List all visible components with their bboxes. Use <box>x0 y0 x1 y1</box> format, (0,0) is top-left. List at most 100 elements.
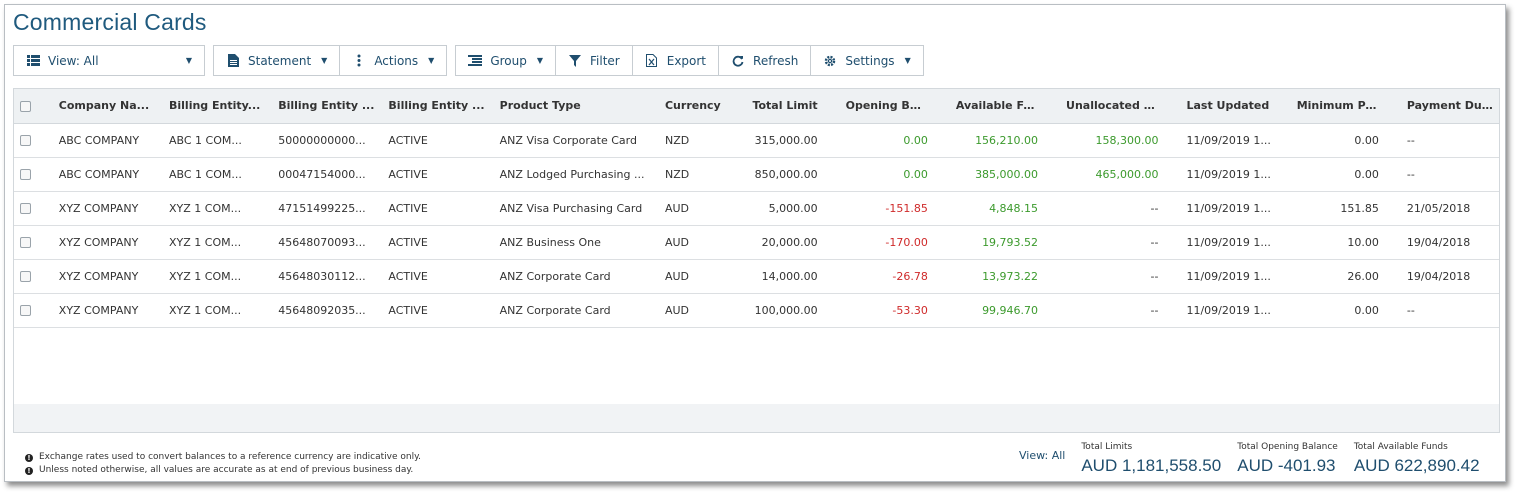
select-all-cell <box>14 89 53 124</box>
totals-summary: View: All Total Limits AUD 1,181,558.50 … <box>1019 442 1496 476</box>
column-header[interactable]: Available Fu... <box>949 89 1061 124</box>
table-cell: ANZ Visa Purchasing Card <box>499 201 643 215</box>
table-cell: ABC 1 COM... <box>169 133 242 147</box>
column-header[interactable]: Product Type <box>493 89 659 124</box>
table-cell: ABC COMPANY <box>58 167 140 181</box>
chevron-down-icon: ▼ <box>904 56 911 65</box>
row-checkbox[interactable] <box>20 135 31 146</box>
table-cell: XYZ 1 COM... <box>169 235 242 249</box>
table-cell: 99,946.70 <box>982 303 1039 317</box>
row-select-cell <box>14 225 53 259</box>
info-icon: ! <box>25 453 33 462</box>
table-cell: 50000000000... <box>278 133 366 147</box>
footnote: ! Exchange rates used to convert balance… <box>25 451 421 464</box>
table-cell: ACTIVE <box>388 235 428 249</box>
refresh-label: Refresh <box>753 53 799 68</box>
group-button[interactable]: Group ▼ <box>456 46 557 75</box>
statement-button[interactable]: Statement ▼ <box>214 46 341 75</box>
settings-button[interactable]: Settings ▼ <box>811 46 922 75</box>
table-cell: 465,000.00 <box>1095 167 1159 181</box>
table-cell: 10.00 <box>1347 235 1379 249</box>
table-row[interactable]: XYZ COMPANY XYZ 1 COM... 45648092035... … <box>14 293 1499 327</box>
column-header[interactable]: Billing Entity ... <box>272 89 383 124</box>
table-cell: ACTIVE <box>388 133 428 147</box>
table-cell: 0.00 <box>903 167 928 181</box>
table-cell: 26.00 <box>1347 269 1379 283</box>
more-vertical-icon <box>352 54 366 68</box>
table-cell: 0.00 <box>1354 167 1379 181</box>
table-cell: -- <box>1150 235 1159 249</box>
filter-icon <box>568 54 582 68</box>
table-cell: 47151499225... <box>278 201 366 215</box>
table-cell: 45648070093... <box>278 235 366 249</box>
table-cell: 151.85 <box>1340 201 1379 215</box>
row-checkbox[interactable] <box>20 169 31 180</box>
column-header[interactable]: Total Limit <box>734 89 840 124</box>
refresh-button[interactable]: Refresh <box>719 46 812 75</box>
totals-view-label: View: All <box>1019 449 1066 462</box>
column-header[interactable]: Currency <box>658 89 735 124</box>
column-header[interactable]: Opening Bal... <box>839 89 950 124</box>
column-header[interactable]: Billing Entity... <box>163 89 273 124</box>
table-cell: 11/09/2019 1... <box>1186 235 1271 249</box>
table-cell: -53.30 <box>892 303 928 317</box>
footnotes: ! Exchange rates used to convert balance… <box>25 451 421 477</box>
table-cell: ABC COMPANY <box>58 133 140 147</box>
table-row[interactable]: ABC COMPANY ABC 1 COM... 50000000000... … <box>14 123 1499 157</box>
row-checkbox[interactable] <box>20 237 31 248</box>
row-select-cell <box>14 157 53 191</box>
refresh-icon <box>731 54 745 68</box>
column-header[interactable]: Payment Du... <box>1400 89 1499 124</box>
column-header[interactable]: Unallocated Li... <box>1060 89 1181 124</box>
table-cell: 158,300.00 <box>1095 133 1159 147</box>
table-cell: 0.00 <box>1354 133 1379 147</box>
table-cell: 100,000.00 <box>754 303 818 317</box>
footnote-text: Exchange rates used to convert balances … <box>39 452 422 462</box>
row-checkbox[interactable] <box>20 305 31 316</box>
group-label: Group <box>490 53 527 68</box>
table-cell: 11/09/2019 1... <box>1186 167 1271 181</box>
column-header[interactable]: Billing Entity ... <box>382 89 494 124</box>
chevron-down-icon: ▼ <box>428 56 435 65</box>
table-cell: 385,000.00 <box>975 167 1039 181</box>
total-limits: Total Limits AUD 1,181,558.50 <box>1081 442 1221 476</box>
row-checkbox[interactable] <box>20 203 31 214</box>
column-header[interactable]: Minimum Pa... <box>1290 89 1401 124</box>
group-icon <box>468 54 483 68</box>
view-group: View: All ▼ <box>13 45 205 76</box>
filter-button[interactable]: Filter <box>556 46 633 75</box>
column-header[interactable]: Company Na... <box>52 89 163 124</box>
table-row[interactable]: ABC COMPANY ABC 1 COM... 00047154000... … <box>14 157 1499 191</box>
total-opening-balance: Total Opening Balance AUD -401.93 <box>1237 442 1338 476</box>
statement-actions-group: Statement ▼ Actions ▼ <box>213 45 448 76</box>
table-cell: -26.78 <box>892 269 928 283</box>
footnote: ! Unless noted otherwise, all values are… <box>25 464 421 477</box>
app-window: Commercial Cards View: All ▼ Statement ▼ <box>4 4 1506 482</box>
view-dropdown[interactable]: View: All ▼ <box>14 46 204 75</box>
table-cell: ANZ Visa Corporate Card <box>499 133 637 147</box>
table-header-row: Company Na... Billing Entity... Billing … <box>14 89 1499 124</box>
total-available-funds-label: Total Available Funds <box>1353 442 1448 452</box>
table-cell: -- <box>1406 167 1415 181</box>
select-all-checkbox[interactable] <box>20 100 31 112</box>
chevron-down-icon: ▼ <box>185 56 192 65</box>
table-cell: 4,848.15 <box>989 201 1039 215</box>
table-cell: 19/04/2018 <box>1406 269 1471 283</box>
export-button[interactable]: Export <box>633 46 720 75</box>
table-row[interactable]: XYZ COMPANY XYZ 1 COM... 47151499225... … <box>14 191 1499 225</box>
table-row[interactable]: XYZ COMPANY XYZ 1 COM... 45648070093... … <box>14 225 1499 259</box>
cards-grid: Company Na... Billing Entity... Billing … <box>13 88 1500 433</box>
table-cell: ACTIVE <box>388 201 428 215</box>
column-header[interactable]: Last Updated <box>1180 89 1291 124</box>
actions-button[interactable]: Actions ▼ <box>340 46 446 75</box>
footnote-text: Unless noted otherwise, all values are a… <box>39 465 414 475</box>
table-cell: ANZ Business One <box>499 235 601 249</box>
row-checkbox[interactable] <box>20 271 31 282</box>
table-cell: AUD <box>664 269 690 283</box>
table-cell: 156,210.00 <box>975 133 1039 147</box>
total-limits-value: AUD 1,181,558.50 <box>1081 456 1222 475</box>
table-cell: 20,000.00 <box>761 235 818 249</box>
row-select-cell <box>14 123 53 157</box>
table-cell: 315,000.00 <box>754 133 818 147</box>
table-row[interactable]: XYZ COMPANY XYZ 1 COM... 45648030112... … <box>14 259 1499 293</box>
